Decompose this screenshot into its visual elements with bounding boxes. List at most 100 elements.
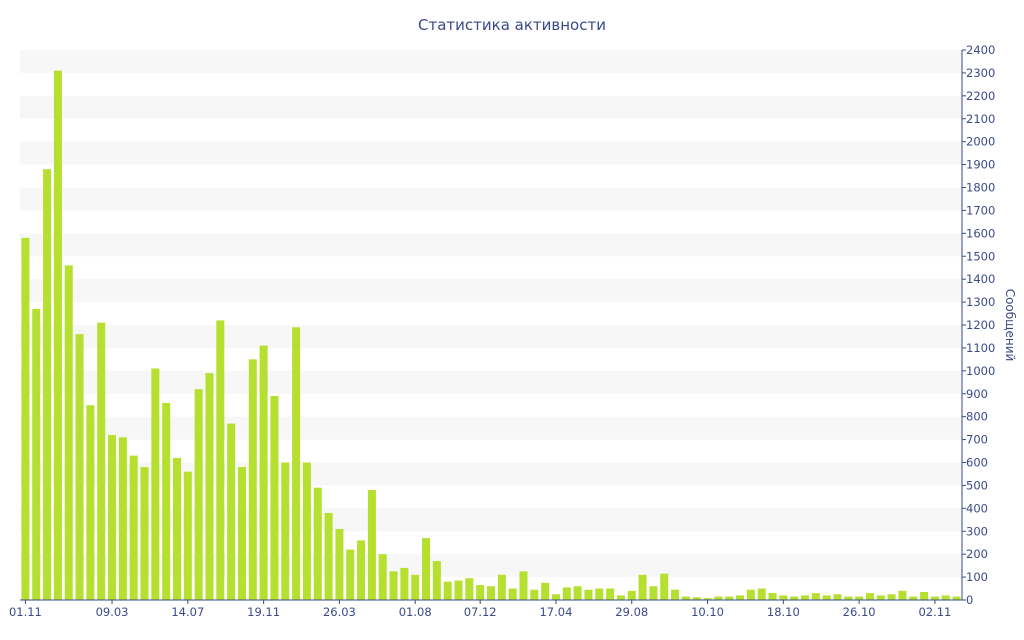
grid-band (20, 233, 962, 257)
bar (551, 594, 560, 600)
bar (97, 322, 106, 600)
y-tick-label: 2200 (966, 89, 995, 103)
grid-band (20, 325, 962, 348)
y-tick-label: 2300 (966, 66, 995, 80)
bar (411, 574, 420, 600)
bar (497, 574, 506, 600)
bar (811, 593, 820, 601)
tick-labels: 0 100 200 300 400 500 600 700 800 900 1000 1100 1200… (9, 43, 1017, 619)
grid-band (20, 95, 962, 119)
bar (627, 590, 636, 600)
bar (768, 593, 777, 601)
y-tick-label: 1800 (966, 181, 995, 195)
y-tick-label: 400 (966, 501, 988, 515)
y-tick-label: 1700 (966, 203, 995, 217)
y-tick-label: 200 (966, 547, 988, 561)
bar (86, 405, 95, 600)
grid-band (20, 141, 962, 165)
bar (876, 595, 885, 600)
grid-band (20, 508, 962, 532)
grid-band (20, 462, 962, 486)
y-tick-label: 2000 (966, 135, 995, 149)
bar (606, 588, 615, 600)
bar (53, 70, 62, 601)
y-tick-label: 1300 (966, 295, 995, 309)
grid-band (20, 279, 962, 303)
bar (844, 596, 853, 600)
bar (584, 589, 593, 600)
bar (21, 237, 30, 601)
bar (194, 389, 203, 600)
y-tick-label: 800 (966, 410, 988, 424)
bar (920, 591, 929, 600)
bar (714, 596, 723, 600)
y-tick-label: 300 (966, 524, 988, 538)
x-tick-label: 02.11 (918, 605, 951, 619)
bar (573, 586, 582, 600)
y-tick-label: 1000 (966, 364, 995, 378)
bar (465, 578, 474, 600)
bar (865, 593, 874, 601)
bar (443, 581, 452, 600)
bar (736, 595, 745, 600)
bar (64, 265, 73, 600)
y-tick-label: 2100 (966, 112, 995, 126)
bar (692, 597, 701, 600)
x-tick-label: 29.08 (615, 605, 648, 619)
bar (952, 596, 961, 600)
bar (259, 345, 268, 601)
y-tick-label: 1600 (966, 226, 995, 240)
x-tick-label: 26.03 (323, 605, 356, 619)
bar (335, 528, 344, 600)
bar (725, 596, 734, 600)
y-tick-label: 1200 (966, 318, 995, 332)
bar (855, 596, 864, 600)
bar (454, 580, 463, 600)
bar (432, 561, 441, 600)
bar (422, 538, 431, 601)
bar (118, 437, 127, 600)
bar (400, 567, 409, 600)
bar (140, 467, 149, 600)
bar (367, 490, 376, 600)
bar (887, 594, 896, 600)
bar (530, 589, 539, 600)
bar (205, 373, 214, 601)
bar (151, 368, 160, 600)
y-tick-label: 1400 (966, 272, 995, 286)
bar (357, 540, 366, 600)
bar (898, 590, 907, 600)
bar (281, 462, 290, 600)
bar (649, 586, 658, 600)
bar (746, 589, 755, 600)
bar (313, 487, 322, 600)
bar (519, 571, 528, 600)
bar (703, 598, 712, 600)
bar (389, 571, 398, 600)
bar (324, 512, 333, 600)
y-tick-label: 600 (966, 456, 988, 470)
y-tick-label: 1500 (966, 249, 995, 263)
x-tick-label: 19.11 (247, 605, 280, 619)
bar (486, 586, 495, 600)
x-tick-label: 17.04 (539, 605, 572, 619)
y-tick-label: 1900 (966, 158, 995, 172)
bar (227, 423, 236, 600)
x-tick-label: 14.07 (171, 605, 204, 619)
chart-title: Статистика активности (418, 16, 606, 34)
y-tick-label: 500 (966, 478, 988, 492)
x-tick-label: 07.12 (464, 605, 497, 619)
bar (108, 435, 117, 600)
bar (833, 594, 842, 600)
bar (779, 595, 788, 600)
y-tick-label: 900 (966, 387, 988, 401)
bar (43, 169, 52, 601)
bar (822, 595, 831, 600)
axes (20, 49, 966, 604)
bar (302, 462, 311, 600)
y-axis-title: Сообщений (1003, 289, 1017, 362)
bar (681, 596, 690, 600)
bar (941, 595, 950, 600)
